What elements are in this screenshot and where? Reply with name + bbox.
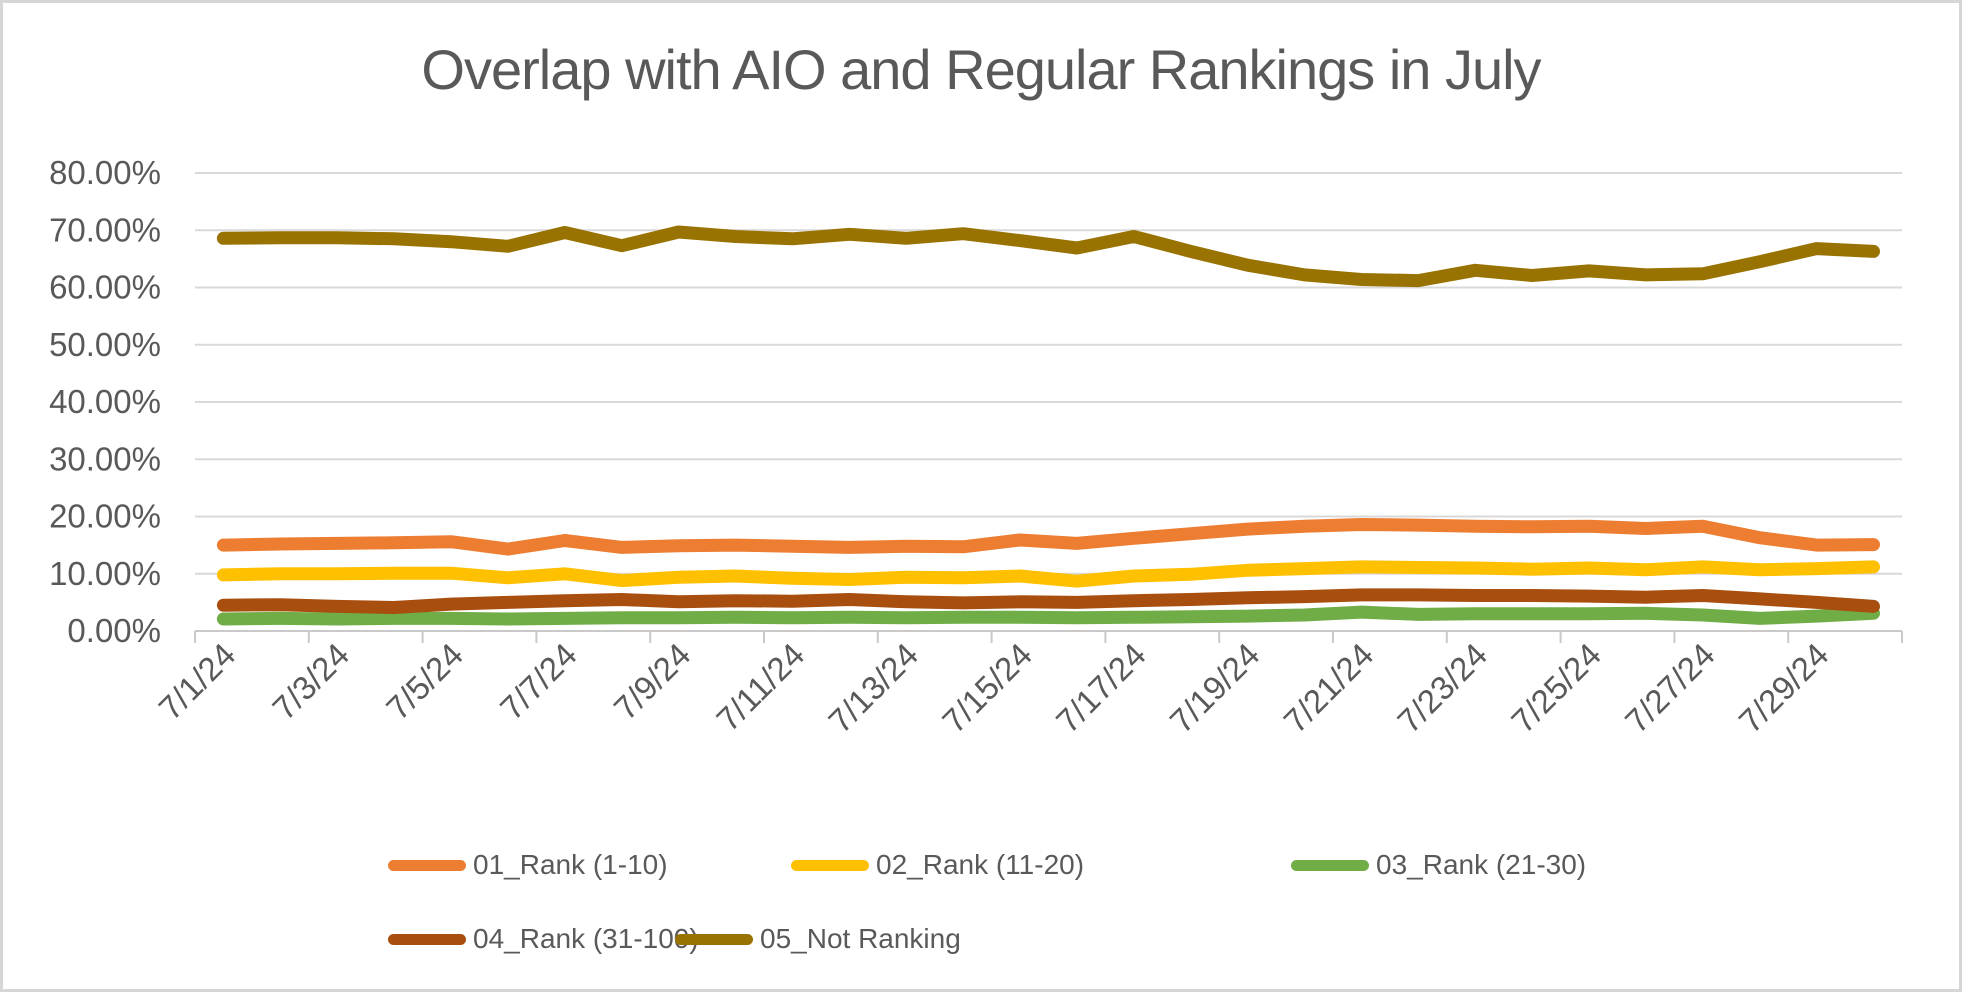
x-axis-label: 7/29/24 <box>1732 636 1836 740</box>
legend-swatch-icon <box>388 859 466 871</box>
x-axis-label: 7/17/24 <box>1049 636 1153 740</box>
legend-item-04[interactable]: 04_Rank (31-100) <box>388 920 699 958</box>
x-axis-label: 7/11/24 <box>709 636 811 738</box>
series-line-05[interactable] <box>216 225 1880 288</box>
chart-title: Overlap with AIO and Regular Rankings in… <box>421 38 1541 101</box>
legend-label: 01_Rank (1-10) <box>473 849 668 880</box>
x-axis-label: 7/21/24 <box>1276 636 1380 740</box>
legend-label: 03_Rank (21-30) <box>1376 849 1587 880</box>
x-axis-label: 7/9/24 <box>607 636 698 727</box>
legend-swatch-icon <box>675 933 753 945</box>
legend-item-05[interactable]: 05_Not Ranking <box>675 920 961 958</box>
legend-label: 05_Not Ranking <box>760 923 961 954</box>
y-axis-label: 20.00% <box>49 498 161 535</box>
x-axis-label: 7/25/24 <box>1504 636 1608 740</box>
legend-swatch-icon <box>388 933 466 945</box>
legend-item-02[interactable]: 02_Rank (11-20) <box>791 846 1084 884</box>
legend-item-01[interactable]: 01_Rank (1-10) <box>388 846 668 884</box>
series-line-02[interactable] <box>216 560 1880 588</box>
y-axis-label: 50.00% <box>49 326 161 363</box>
legend-label: 02_Rank (11-20) <box>876 849 1085 880</box>
x-axis-label: 7/5/24 <box>379 636 470 727</box>
plot-svg: 0.00% 10.00% 20.00% 30.00% 40.00% 50.00% 60.00… <box>49 154 1903 740</box>
x-axis-label: 7/23/24 <box>1390 636 1494 740</box>
legend-item-03[interactable]: 03_Rank (21-30) <box>1291 846 1586 884</box>
series-line-01[interactable] <box>216 518 1880 556</box>
series-line-03[interactable] <box>216 605 1880 626</box>
legend-label: 04_Rank (31-100) <box>473 923 699 954</box>
x-axis-label: 7/1/24 <box>151 636 242 727</box>
y-axis-label: 30.00% <box>49 440 161 477</box>
y-axis-label: 80.00% <box>49 154 161 191</box>
x-axis-label: 7/7/24 <box>493 636 584 727</box>
legend: 01_Rank (1-10) 02_Rank (11-20) 03_Rank (21… <box>3 3 1959 989</box>
legend-swatch-icon <box>791 859 869 871</box>
x-axis-label: 7/15/24 <box>935 636 1039 740</box>
series-line-04[interactable] <box>216 588 1880 614</box>
y-axis-label: 60.00% <box>49 269 161 306</box>
x-axis-label: 7/3/24 <box>265 636 356 727</box>
y-axis-label: 10.00% <box>49 555 161 592</box>
y-axis-label: 70.00% <box>49 211 161 248</box>
plot-area: 0.00% 10.00% 20.00% 30.00% 40.00% 50.00% 60.00… <box>3 3 1959 989</box>
x-axis-label: 7/19/24 <box>1163 636 1267 740</box>
y-axis-label: 40.00% <box>49 383 161 420</box>
x-axis-label: 7/27/24 <box>1618 636 1722 740</box>
x-axis-label: 7/13/24 <box>821 636 925 740</box>
y-axis-label: 0.00% <box>67 612 161 649</box>
legend-swatch-icon <box>1291 859 1369 871</box>
